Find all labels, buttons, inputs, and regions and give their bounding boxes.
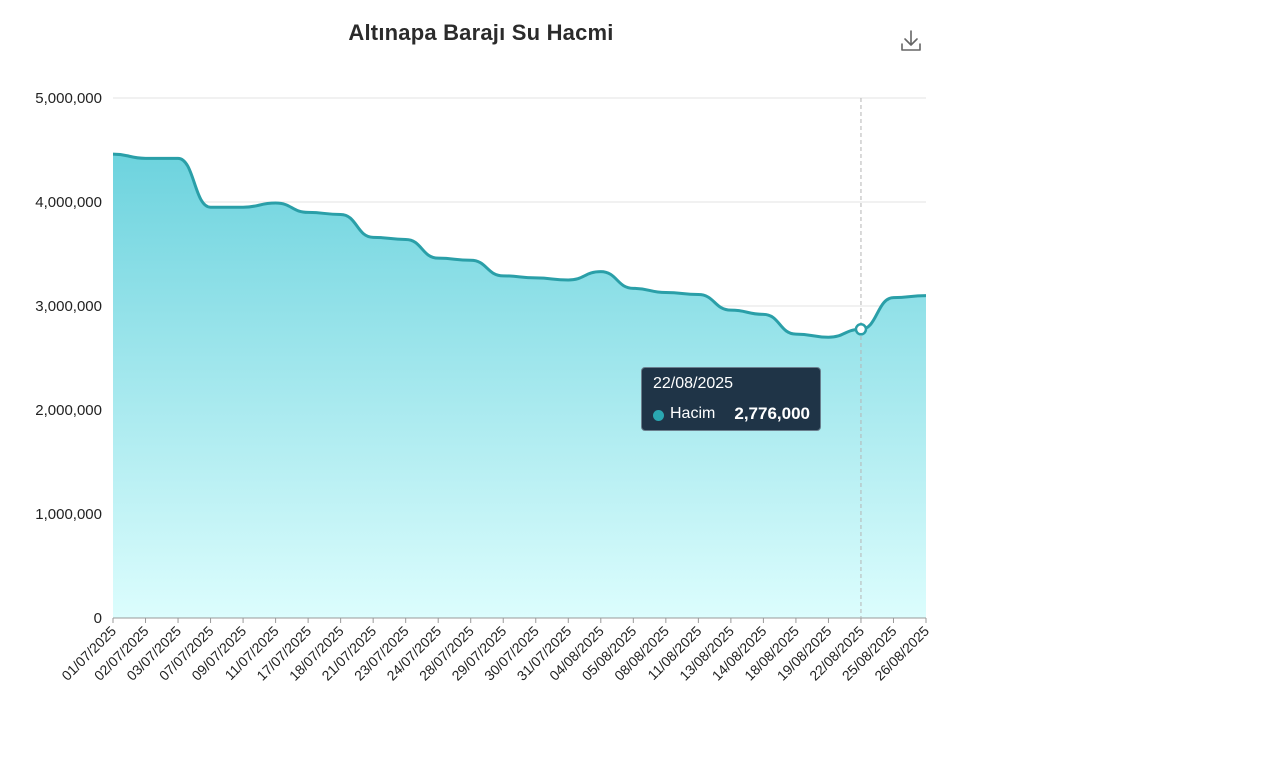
- data-point[interactable]: [110, 151, 116, 157]
- y-tick-label: 3,000,000: [35, 298, 102, 315]
- tooltip-value: 2,776,000: [734, 404, 810, 423]
- data-point[interactable]: [630, 285, 636, 291]
- data-point[interactable]: [338, 211, 344, 217]
- data-point[interactable]: [598, 269, 604, 275]
- series-area-hacim: [113, 154, 926, 618]
- chart-title: Altınapa Barajı Su Hacmi: [348, 20, 614, 45]
- download-icon: [901, 30, 921, 51]
- series-line-hacim: [112, 152, 927, 339]
- y-tick-label: 2,000,000: [35, 402, 102, 419]
- y-tick-label: 5,000,000: [35, 90, 102, 107]
- data-point[interactable]: [403, 236, 409, 242]
- data-point[interactable]: [143, 155, 149, 161]
- data-point[interactable]: [500, 273, 506, 279]
- y-tick-label: 4,000,000: [35, 194, 102, 211]
- y-tick-label: 1,000,000: [35, 506, 102, 523]
- tooltip-series-name: Hacim: [670, 405, 716, 422]
- data-point[interactable]: [825, 334, 831, 340]
- download-button[interactable]: [896, 26, 926, 56]
- y-tick-label: 0: [94, 610, 102, 627]
- data-point[interactable]: [468, 257, 474, 263]
- tooltip: 22/08/2025 Hacim 2,776,000: [641, 367, 821, 431]
- data-point[interactable]: [273, 200, 279, 206]
- data-point[interactable]: [793, 331, 799, 337]
- tooltip-date: 22/08/2025: [653, 375, 734, 392]
- data-point[interactable]: [890, 295, 896, 301]
- data-point[interactable]: [923, 293, 929, 299]
- data-point[interactable]: [728, 307, 734, 313]
- hover-marker[interactable]: [854, 323, 868, 336]
- data-point[interactable]: [175, 155, 181, 161]
- data-point[interactable]: [240, 204, 246, 210]
- data-point[interactable]: [663, 289, 669, 295]
- data-point[interactable]: [305, 209, 311, 215]
- data-point[interactable]: [435, 255, 441, 261]
- data-point[interactable]: [565, 277, 571, 283]
- data-point[interactable]: [370, 234, 376, 240]
- data-point[interactable]: [208, 204, 214, 210]
- data-point[interactable]: [760, 311, 766, 317]
- data-point[interactable]: [695, 292, 701, 298]
- data-point[interactable]: [533, 275, 539, 281]
- tooltip-series-dot: [653, 410, 664, 421]
